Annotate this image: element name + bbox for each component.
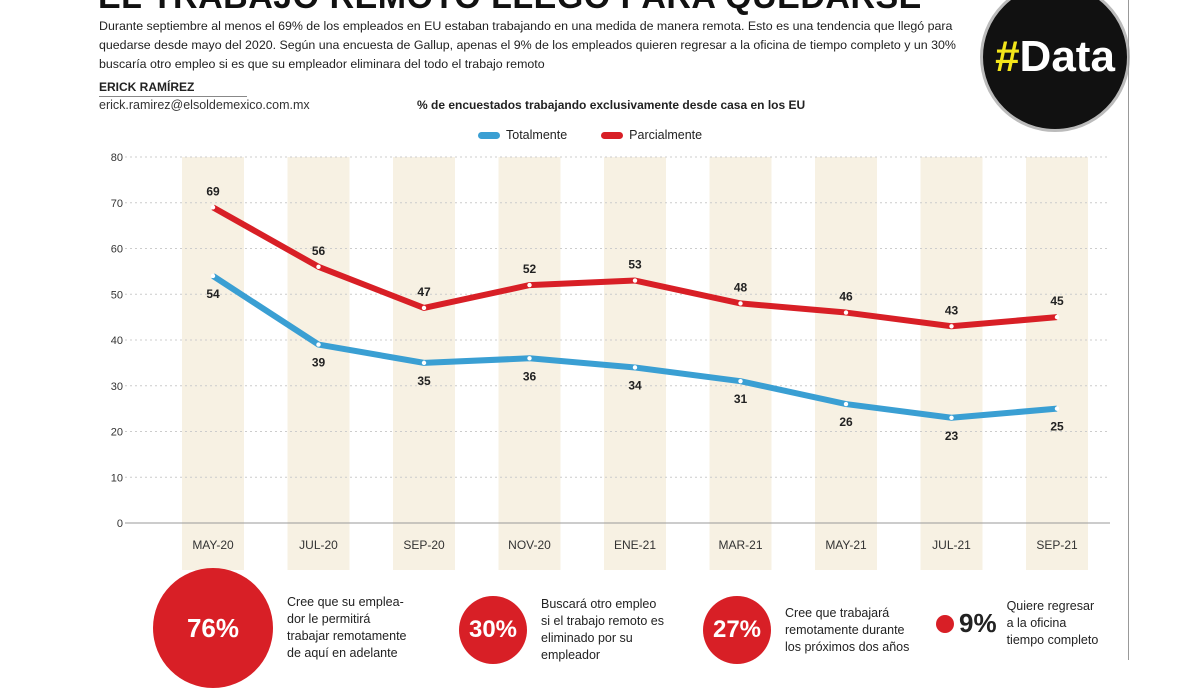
- stat-30: 30% Buscará otro empleo si el trabajo rem…: [459, 596, 664, 664]
- legend: Totalmente Parcialmente: [478, 128, 702, 142]
- x-tick-label: SEP-20: [403, 538, 445, 552]
- stat-text: Buscará otro empleo si el trabajo remoto…: [541, 597, 664, 662]
- data-point: [527, 282, 532, 288]
- divider: [1128, 0, 1129, 660]
- x-tick-label: SEP-21: [1036, 538, 1078, 552]
- y-tick-label: 40: [111, 335, 123, 347]
- data-label: 47: [417, 285, 431, 299]
- stat-text: Quiere regresar a la oficina tiempo comp…: [1006, 599, 1099, 647]
- data-label: 34: [628, 378, 642, 392]
- data-label: 56: [312, 244, 326, 258]
- data-label: 52: [523, 262, 537, 276]
- legend-item-parcialmente: Parcialmente: [601, 128, 702, 142]
- y-tick-label: 60: [111, 244, 123, 256]
- data-label: 25: [1050, 420, 1064, 434]
- data-label: 36: [523, 369, 537, 383]
- badge-hash: #: [995, 32, 1020, 81]
- author-email: erick.ramirez@elsoldemexico.com.mx: [99, 98, 310, 112]
- category-band: [815, 157, 877, 570]
- y-tick-label: 70: [111, 198, 123, 210]
- chart-title: % de encuestados trabajando exclusivamen…: [417, 98, 806, 112]
- data-point: [210, 205, 216, 210]
- y-tick-label: 0: [117, 518, 123, 530]
- data-point: [843, 310, 849, 315]
- category-band: [287, 157, 350, 570]
- badge-text: Data: [1019, 32, 1115, 81]
- data-label: 43: [945, 303, 959, 317]
- y-tick-label: 50: [111, 289, 123, 301]
- data-point: [210, 273, 216, 279]
- data-point: [632, 365, 638, 370]
- x-tick-label: MAY-20: [192, 538, 234, 552]
- data-label: 69: [206, 184, 220, 198]
- data-point: [421, 305, 427, 311]
- data-point: [1054, 406, 1060, 411]
- y-tick-label: 80: [111, 152, 123, 164]
- data-label: 35: [417, 374, 431, 388]
- category-band: [709, 157, 772, 570]
- data-badge-logo: # Data: [980, 0, 1130, 132]
- stat-9: 9% Quiere regresar a la oficina tiempo co…: [936, 598, 1098, 649]
- stat-text: Cree que trabajará remotamente durante l…: [785, 605, 910, 654]
- data-label: 54: [206, 287, 220, 301]
- data-point: [949, 324, 954, 329]
- data-point: [1054, 314, 1060, 320]
- data-point: [316, 264, 321, 269]
- stat-27: 27% Cree que trabajará remotamente durant…: [703, 596, 909, 664]
- stat-circle: 76%: [153, 568, 273, 688]
- stat-value: 9%: [959, 608, 997, 638]
- data-point: [843, 401, 849, 407]
- data-label: 39: [312, 356, 326, 370]
- data-label: 31: [734, 392, 748, 406]
- x-tick-label: NOV-20: [508, 538, 551, 552]
- data-point: [738, 301, 743, 306]
- data-point: [527, 356, 532, 361]
- y-tick-label: 20: [111, 427, 123, 439]
- stat-circle: 30%: [459, 596, 527, 664]
- category-band: [498, 157, 561, 570]
- x-tick-label: JUL-21: [932, 538, 971, 552]
- x-tick-label: JUL-20: [299, 538, 338, 552]
- x-tick-label: MAY-21: [825, 538, 867, 552]
- data-point: [421, 360, 427, 366]
- category-band: [920, 157, 983, 570]
- intro-text: Durante septiembre al menos el 69% de lo…: [99, 19, 956, 71]
- data-point: [632, 278, 638, 283]
- data-point: [316, 342, 321, 347]
- legend-label: Parcialmente: [629, 128, 703, 142]
- author-name: ERICK RAMÍREZ: [99, 80, 247, 97]
- data-point: [949, 415, 954, 420]
- line-chart: 0 10 20 30 40 50 60 70 80 MAY-20 JUL-20 SEP-20 NOV-2…: [111, 152, 1110, 570]
- legend-label: Totalmente: [506, 128, 568, 142]
- data-label: 26: [839, 415, 853, 429]
- y-tick-label: 10: [111, 472, 123, 484]
- data-label: 48: [734, 280, 748, 294]
- stat-text: Cree que su emplea- dor le permitirá tra…: [287, 595, 407, 660]
- x-tick-label: MAR-21: [718, 538, 762, 552]
- headline: EL TRABAJO REMOTO LLEGÓ PARA QUEDARSE: [98, 0, 922, 17]
- stat-76: 76% Cree que su emplea- dor le permitirá …: [153, 568, 407, 688]
- category-band: [1026, 157, 1088, 570]
- y-tick-label: 30: [111, 381, 123, 393]
- data-label: 23: [945, 429, 959, 443]
- data-label: 45: [1050, 294, 1064, 308]
- data-point: [738, 378, 743, 384]
- data-label: 53: [628, 258, 642, 272]
- category-band: [182, 157, 244, 570]
- stat-circle: 27%: [703, 596, 771, 664]
- legend-item-totalmente: Totalmente: [478, 128, 567, 142]
- stat-dot: [936, 614, 954, 633]
- data-label: 46: [839, 290, 853, 304]
- x-tick-label: ENE-21: [614, 538, 656, 552]
